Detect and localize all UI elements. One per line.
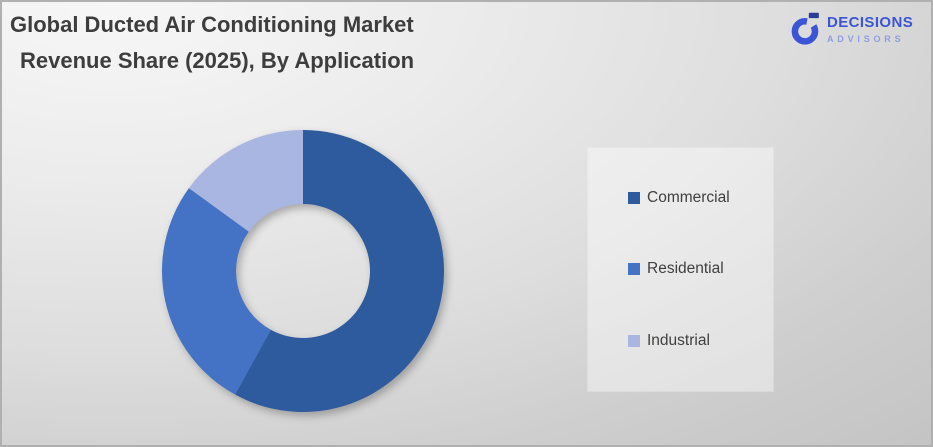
chart-legend: Commercial Residential Industrial — [587, 147, 774, 392]
donut-slice-residential — [161, 188, 271, 395]
legend-label-industrial: Industrial — [647, 332, 710, 350]
legend-label-commercial: Commercial — [647, 188, 730, 206]
donut-slice-commercial — [235, 130, 444, 412]
brand-name: DECISIONS — [827, 14, 914, 31]
legend-item-residential: Residential — [628, 260, 773, 278]
brand-logo-text: DECISIONS ADVISORS — [827, 12, 914, 45]
chart-title-line2: Revenue Share (2025), By Application — [20, 48, 415, 73]
donut-slice-industrial — [188, 130, 303, 232]
legend-swatch-industrial — [628, 335, 640, 348]
legend-swatch-residential — [628, 263, 640, 276]
chart-title-line1: Global Ducted Air Conditioning Market — [10, 12, 414, 37]
donut-chart — [161, 130, 444, 412]
legend-label-residential: Residential — [647, 260, 724, 278]
brand-logo: DECISIONS ADVISORS — [791, 12, 913, 46]
legend-item-industrial: Industrial — [628, 332, 773, 350]
decisions-g-icon — [791, 12, 819, 45]
legend-item-commercial: Commercial — [628, 189, 773, 207]
chart-title: Global Ducted Air Conditioning Market Re… — [10, 7, 414, 79]
brand-subname: ADVISORS — [827, 34, 905, 44]
g-icon-dash — [808, 12, 819, 19]
legend-swatch-commercial — [628, 191, 640, 204]
